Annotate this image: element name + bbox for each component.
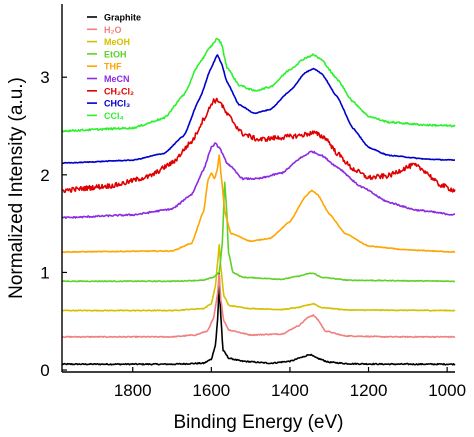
series-line-1 [61, 273, 456, 339]
series-line-3 [61, 181, 456, 283]
legend-label: MeOH [104, 37, 130, 47]
ticks-group: 1800 1600 1400 1200 1000 0 1 2 3 [40, 68, 466, 400]
legend-label: H₂O [104, 25, 122, 35]
legend-label: CH₂Cl₂ [104, 86, 134, 96]
legend-label: CHCl₃ [104, 99, 130, 109]
y-tick-label: 1 [40, 263, 49, 282]
series-line-4 [61, 154, 456, 253]
legend-label: MeCN [104, 74, 130, 84]
y-tick-label: 3 [40, 68, 49, 87]
series-line-5 [61, 142, 456, 220]
x-tick-label: 1800 [114, 381, 152, 400]
x-tick-label: 1200 [350, 381, 388, 400]
legend-label: THF [104, 62, 122, 72]
x-tick-label: 1600 [192, 381, 230, 400]
legend-label: EtOH [104, 49, 127, 59]
y-axis-title: Normalized Intensity (a.u.) [6, 77, 27, 299]
series-line-7 [61, 54, 455, 165]
legend: Graphite H₂O MeOH EtOH THF MeCN CH₂Cl₂ CHCl₃ CCl… [87, 13, 141, 121]
series-line-0 [61, 272, 456, 366]
x-axis-title: Binding Energy (eV) [173, 412, 343, 433]
series-line-8 [61, 37, 456, 133]
y-tick-label: 2 [40, 166, 49, 185]
x-tick-label: 1400 [271, 381, 309, 400]
plot-series-group [61, 37, 456, 366]
legend-label: CCl₄ [104, 111, 124, 121]
series-line-6 [61, 97, 456, 194]
legend-label: Graphite [104, 13, 141, 23]
axes-group [61, 4, 455, 373]
x-tick-label: 1000 [428, 381, 466, 400]
y-tick-label: 0 [40, 361, 49, 380]
series-line-2 [62, 244, 456, 312]
